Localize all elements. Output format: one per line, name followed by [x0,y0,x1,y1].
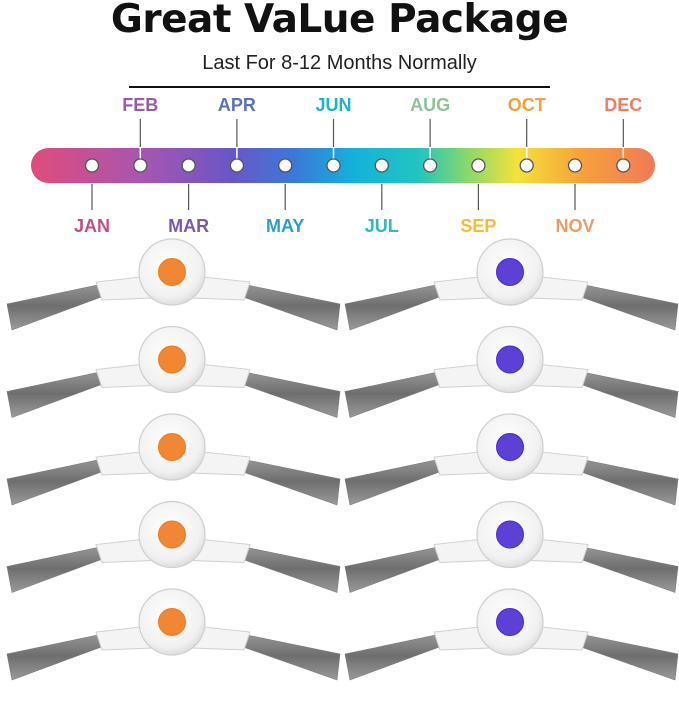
purple-side-brush [344,325,679,418]
month-marker-apr: APR [218,95,256,173]
marker-dot [133,158,148,173]
marker-dot [84,158,100,173]
brush-hub [496,258,524,286]
page-subtitle: Last For 8-12 Months Normally [202,52,477,74]
month-label: MAR [168,216,209,236]
month-label: DEC [604,95,642,115]
purple-side-brush [344,238,679,331]
marker-dot [374,158,389,173]
brush-hub [496,345,524,374]
brush-hub [158,345,186,374]
brush-hub [158,258,186,286]
orange-side-brush [6,588,341,681]
marker-dot [422,158,438,173]
brush-hub [158,433,186,461]
month-label: JUN [315,95,351,115]
purple-side-brush [344,500,679,593]
orange-side-brush [6,238,341,331]
marker-dot [278,158,293,173]
month-marker-aug: AUG [410,95,450,173]
marker-dot [181,158,196,173]
brush-hub [496,433,524,461]
month-marker-jul: JUL [365,158,399,236]
timeline-bar [31,148,655,183]
month-marker-mar: MAR [168,158,209,236]
marker-dot [326,158,341,173]
brush-hub [158,520,186,549]
brush-hub [158,608,186,636]
month-timeline: JAN FEB MAR APR MAY JUN JUL AUG SEP OCT NOV DEC [31,95,655,236]
month-label: SEP [460,216,496,236]
month-label: JUL [365,216,399,236]
orange-side-brush [6,500,341,593]
month-label: NOV [555,216,594,236]
orange-side-brush [6,413,341,506]
brush-hub [496,608,524,636]
month-marker-oct: OCT [508,95,546,173]
month-label: AUG [410,95,450,115]
month-label: FEB [122,95,158,115]
side-brushes-illustration [6,238,679,681]
month-marker-nov: NOV [555,158,595,236]
marker-dot [567,158,583,173]
purple-side-brush [344,413,679,506]
marker-dot [519,158,534,173]
subtitle-divider [129,86,550,88]
month-label: OCT [508,95,546,115]
page-title: Great VaLue Package [110,0,569,42]
purple-side-brush [344,588,679,681]
brush-hub [496,520,524,549]
month-label: JAN [74,216,110,236]
marker-dot [471,158,486,173]
month-marker-jan: JAN [74,158,110,236]
month-marker-jun: JUN [315,95,352,173]
month-marker-may: MAY [266,158,304,236]
orange-side-brush [6,325,341,418]
month-marker-feb: FEB [122,95,158,173]
month-marker-sep: SEP [460,158,496,236]
month-label: APR [218,95,256,115]
marker-dot [229,158,245,173]
month-label: MAY [266,216,304,236]
month-marker-dec: DEC [604,95,642,173]
marker-dot [616,158,631,173]
